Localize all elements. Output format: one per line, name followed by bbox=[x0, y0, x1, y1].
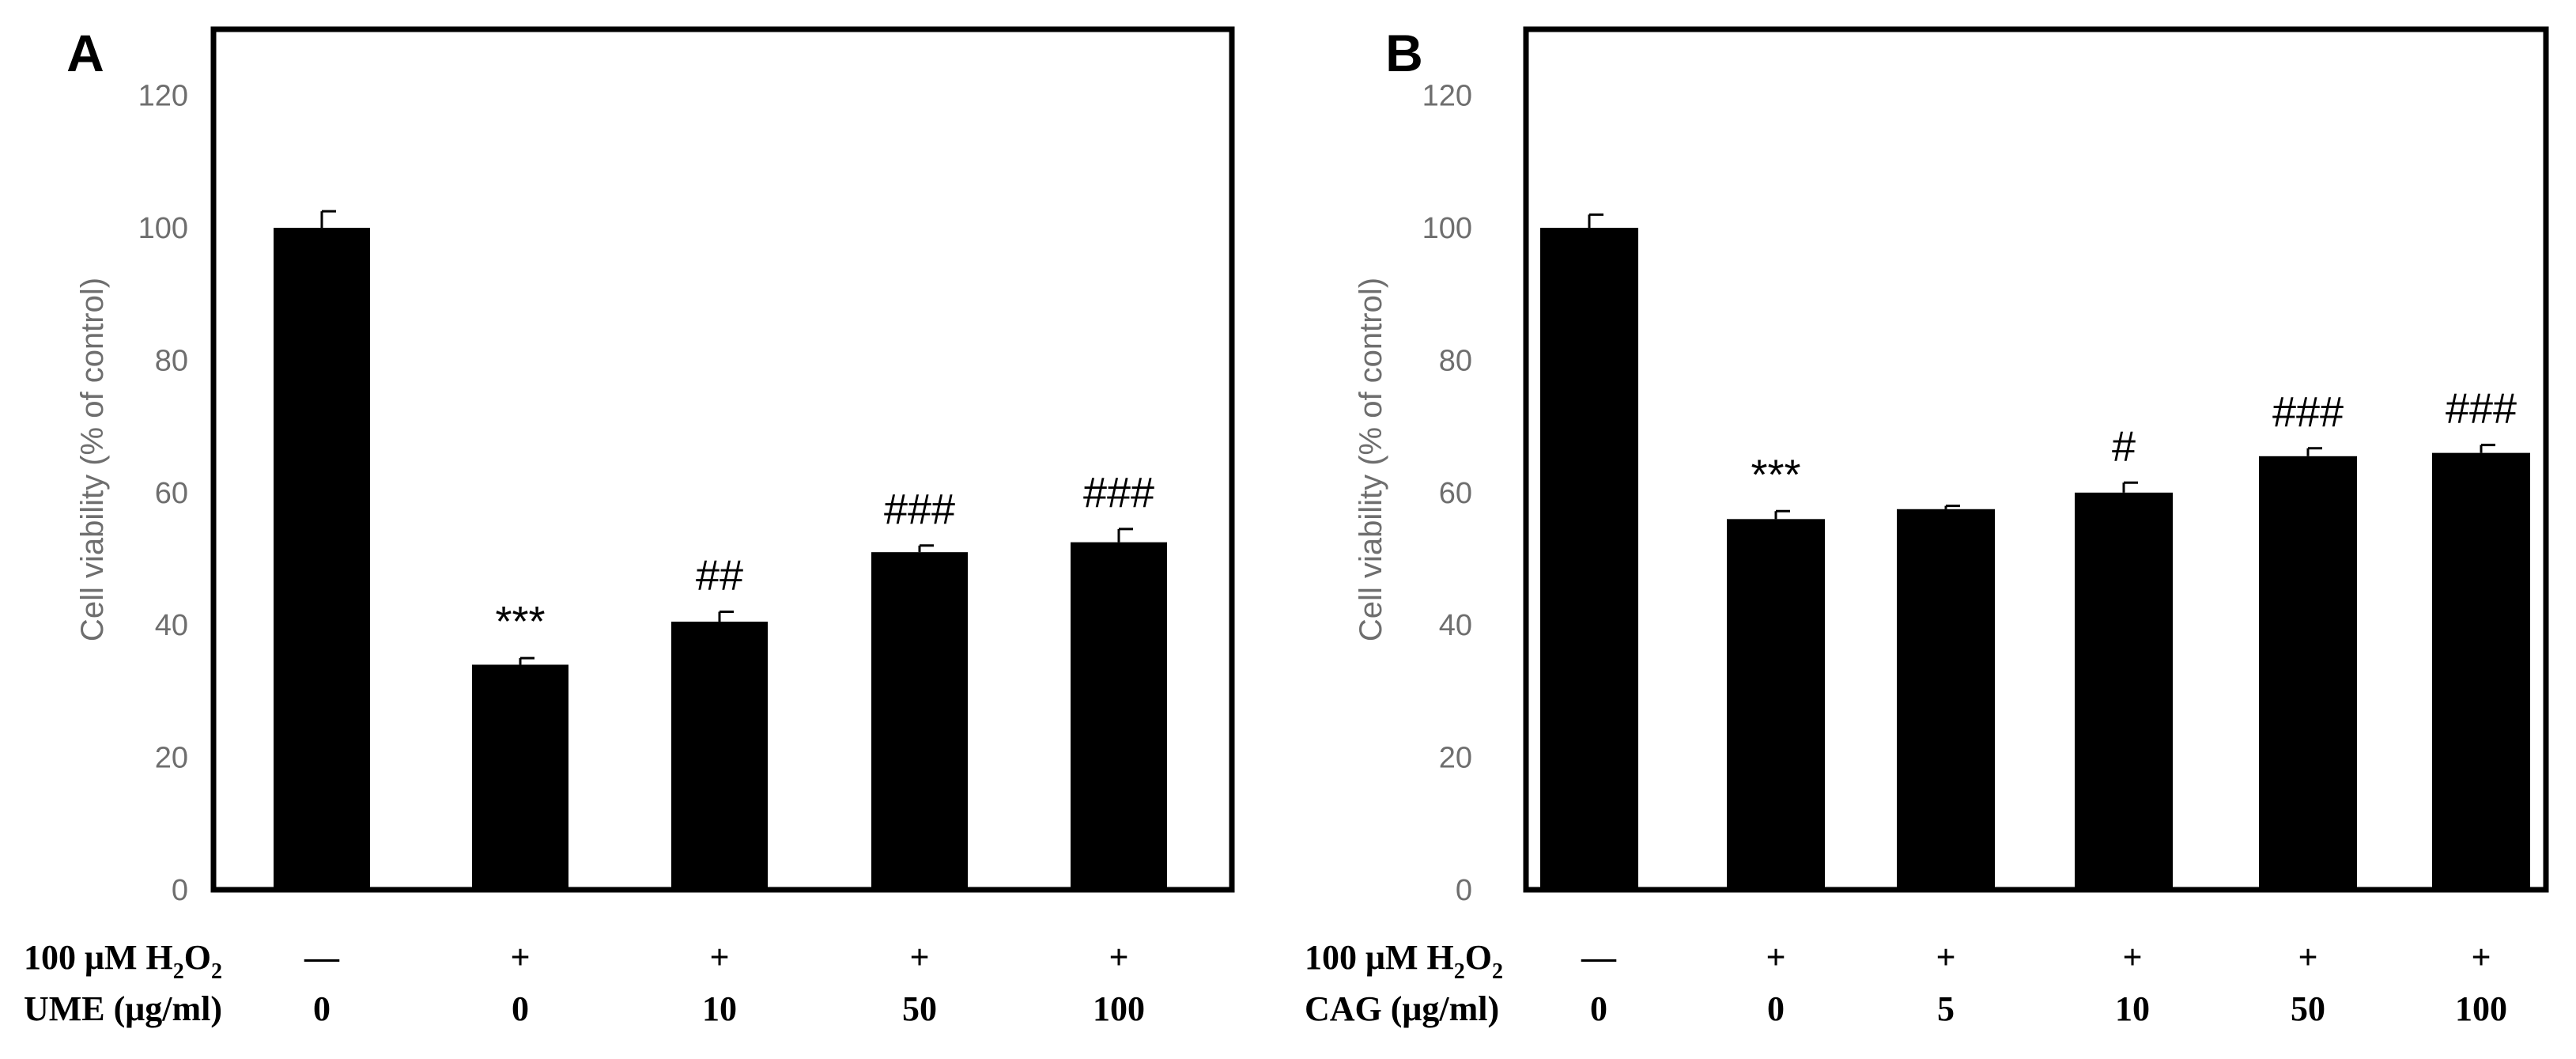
condition-value-h2o2: + bbox=[2122, 938, 2142, 977]
bar bbox=[1540, 228, 1638, 891]
condition-value-h2o2: + bbox=[1766, 938, 1785, 977]
bar bbox=[871, 552, 968, 890]
significance-label: *** bbox=[1751, 451, 1800, 498]
bar bbox=[2075, 492, 2173, 890]
condition-value-dose: 50 bbox=[2291, 989, 2325, 1028]
significance-label: *** bbox=[495, 598, 545, 645]
y-tick-label: 80 bbox=[155, 344, 188, 377]
condition-value-dose: 100 bbox=[2455, 989, 2507, 1028]
condition-value-dose: 5 bbox=[1937, 989, 1955, 1028]
condition-value-dose: 0 bbox=[1767, 989, 1785, 1028]
y-tick-label: 40 bbox=[155, 609, 188, 642]
condition-value-h2o2: + bbox=[1109, 938, 1128, 977]
significance-label: ## bbox=[696, 551, 743, 599]
bar bbox=[2259, 456, 2357, 890]
y-tick-label: 80 bbox=[1439, 344, 1472, 377]
y-tick-label: 0 bbox=[1456, 874, 1472, 907]
y-tick-label: 40 bbox=[1439, 609, 1472, 642]
significance-label: ### bbox=[1083, 469, 1154, 516]
condition-value-dose: 100 bbox=[1093, 989, 1145, 1028]
significance-label: ### bbox=[2446, 385, 2517, 433]
condition-label-dose: UME (μg/ml) bbox=[24, 989, 222, 1028]
y-tick-label: 120 bbox=[138, 80, 188, 113]
condition-value-dose: 0 bbox=[512, 989, 529, 1028]
condition-label-h2o2: 100 μM H2O2 bbox=[1305, 938, 1503, 984]
condition-value-h2o2: + bbox=[909, 938, 929, 977]
y-tick-label: 20 bbox=[1439, 742, 1472, 775]
bar bbox=[472, 664, 568, 890]
condition-value-dose: 10 bbox=[702, 989, 737, 1028]
significance-label: ### bbox=[2272, 388, 2344, 436]
condition-value-h2o2: + bbox=[510, 938, 530, 977]
condition-value-h2o2: + bbox=[1936, 938, 1955, 977]
y-tick-label: 20 bbox=[155, 742, 188, 775]
panel-label: A bbox=[66, 24, 104, 82]
bar bbox=[2432, 452, 2530, 890]
panel-label: B bbox=[1385, 24, 1423, 82]
condition-value-h2o2: — bbox=[1581, 938, 1617, 977]
condition-value-h2o2: + bbox=[709, 938, 729, 977]
y-tick-label: 0 bbox=[172, 874, 188, 907]
y-tick-label: 60 bbox=[155, 477, 188, 510]
y-tick-label: 120 bbox=[1422, 80, 1472, 113]
condition-label-dose: CAG (μg/ml) bbox=[1305, 989, 1499, 1028]
condition-value-dose: 0 bbox=[313, 989, 330, 1028]
y-tick-label: 60 bbox=[1439, 477, 1472, 510]
bar bbox=[1071, 542, 1167, 890]
bar bbox=[1897, 509, 1995, 890]
condition-value-dose: 50 bbox=[902, 989, 937, 1028]
plot-frame bbox=[1523, 26, 2549, 893]
bar bbox=[1727, 519, 1825, 890]
condition-value-dose: 10 bbox=[2115, 989, 2150, 1028]
bar bbox=[671, 622, 768, 890]
significance-label: # bbox=[2112, 422, 2136, 470]
y-axis-label: Cell viability (% of control) bbox=[1354, 278, 1388, 641]
significance-label: ### bbox=[884, 486, 955, 533]
y-tick-label: 100 bbox=[1422, 212, 1472, 245]
y-axis-label: Cell viability (% of control) bbox=[75, 278, 110, 641]
condition-label-h2o2: 100 μM H2O2 bbox=[24, 938, 222, 984]
condition-value-dose: 0 bbox=[1590, 989, 1607, 1028]
condition-value-h2o2: + bbox=[2298, 938, 2317, 977]
y-tick-label: 100 bbox=[138, 212, 188, 245]
condition-value-h2o2: — bbox=[304, 938, 340, 977]
bar bbox=[274, 228, 370, 891]
condition-value-h2o2: + bbox=[2471, 938, 2491, 977]
